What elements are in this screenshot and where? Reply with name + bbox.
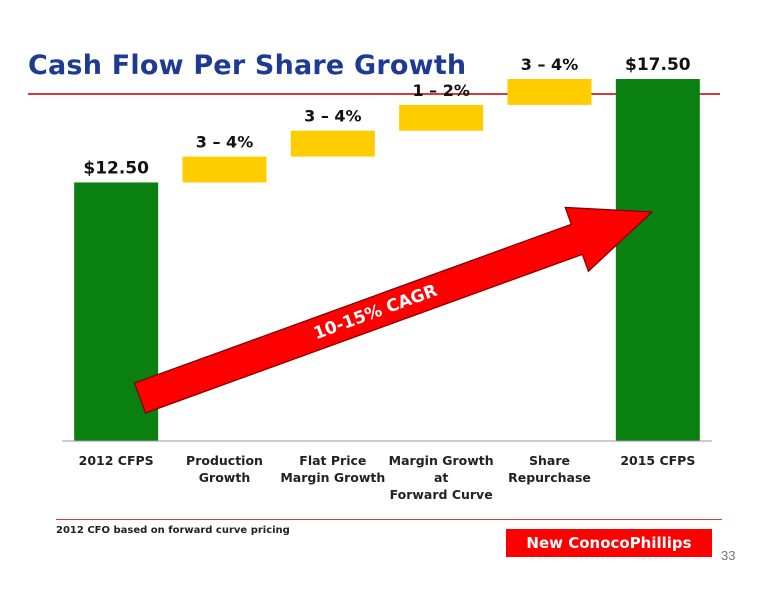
page-number: 33 [721,548,736,563]
increment-bar [290,130,375,157]
title-divider [28,93,720,95]
x-tick-label: Production Growth [186,453,263,485]
data-label: 1 – 2% [412,81,469,100]
data-label: 3 – 4% [521,55,578,74]
brand-badge: New ConocoPhillips [506,529,712,557]
footnote: 2012 CFO based on forward curve pricing [56,525,290,536]
total-bar [615,79,700,442]
x-tick-label: Share Repurchase [508,453,591,485]
increment-bar [399,104,484,131]
waterfall-chart: $12.503 – 4%3 – 4%1 – 2%3 – 4% $17.50 10-… [62,55,712,442]
data-label: $12.50 [83,158,149,178]
x-tick-label: Margin Growth at Forward Curve [388,453,494,502]
data-label: 3 – 4% [196,133,253,152]
footer-divider [56,519,722,520]
cagr-arrow [133,206,654,414]
increment-bar [507,79,592,105]
increment-bar [182,156,267,183]
data-label: 3 – 4% [304,107,361,126]
x-tick-label: Flat Price Margin Growth [280,453,386,485]
x-tick-label: 2012 CFPS [78,453,154,468]
data-label: $17.50 [625,55,691,75]
x-tick-label: 2015 CFPS [620,453,696,468]
page-title: Cash Flow Per Share Growth [28,50,467,81]
